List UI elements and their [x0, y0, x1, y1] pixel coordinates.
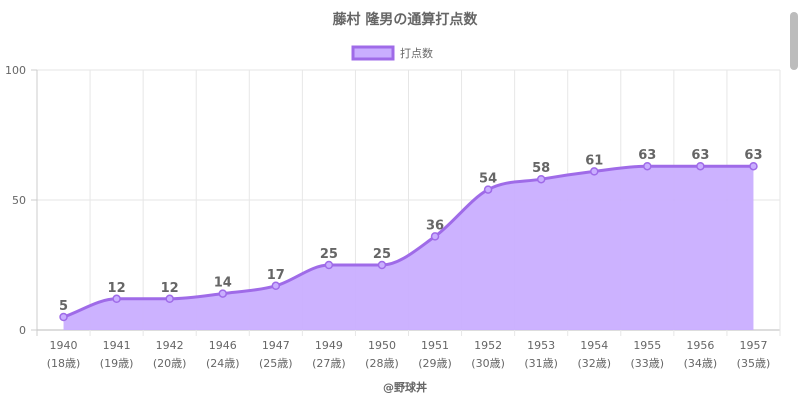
x-tick-label: 1951 — [421, 339, 449, 352]
footer-credit: @野球丼 — [383, 380, 427, 394]
x-tick-label: 1957 — [739, 339, 767, 352]
data-label: 63 — [744, 148, 762, 163]
legend[interactable]: 打点数 — [351, 45, 433, 61]
data-point[interactable] — [165, 294, 174, 304]
x-tick-label: 1954 — [580, 339, 608, 352]
data-point[interactable] — [112, 294, 121, 304]
x-tick-sublabel: (33歳) — [631, 357, 665, 370]
y-tick-label: 50 — [12, 194, 26, 207]
data-point[interactable] — [696, 161, 705, 171]
x-tick-label: 1941 — [103, 339, 131, 352]
data-label: 63 — [638, 148, 656, 163]
data-point[interactable] — [218, 289, 227, 298]
x-tick-sublabel: (32歳) — [577, 357, 611, 370]
data-label: 12 — [108, 281, 126, 296]
data-label: 25 — [320, 247, 338, 262]
data-point[interactable] — [271, 281, 281, 291]
y-axis: 0 50 100 — [5, 64, 37, 337]
x-tick-label: 1950 — [368, 339, 396, 352]
x-tick-sublabel: (29歳) — [418, 357, 452, 370]
data-label: 58 — [532, 161, 550, 176]
x-tick-sublabel: (18歳) — [47, 357, 81, 370]
series-area — [63, 166, 754, 330]
data-label: 61 — [585, 153, 603, 168]
data-label: 54 — [479, 172, 497, 187]
y-tick-label: 100 — [5, 64, 26, 77]
x-tick-label: 1955 — [633, 339, 661, 352]
x-tick-label: 1953 — [527, 339, 555, 352]
legend-swatch — [351, 45, 395, 61]
x-tick-sublabel: (20歳) — [153, 357, 187, 370]
y-tick-label: 0 — [19, 324, 26, 337]
data-point[interactable] — [590, 167, 599, 176]
data-label: 12 — [161, 281, 179, 296]
x-axis: 1940 (18歳) 1941 (19歳) 1942 (20歳) 1946 (24歳) 1947… — [47, 339, 771, 370]
data-points — [59, 161, 758, 322]
x-tick-label: 1947 — [262, 339, 290, 352]
x-tick-sublabel: (27歳) — [312, 357, 346, 370]
data-label: 36 — [426, 218, 444, 233]
data-point[interactable] — [324, 260, 334, 270]
x-tick-sublabel: (35歳) — [737, 357, 771, 370]
x-tick-label: 1946 — [209, 339, 237, 352]
x-tick-label: 1956 — [686, 339, 714, 352]
x-tick-label: 1942 — [156, 339, 184, 352]
data-point[interactable] — [430, 232, 440, 241]
data-label: 63 — [691, 148, 709, 163]
data-labels: 5 12 12 14 17 25 25 36 54 58 61 63 63 63 — [59, 148, 762, 314]
x-tick-sublabel: (25歳) — [259, 357, 293, 370]
x-tick-label: 1949 — [315, 339, 343, 352]
x-tick-sublabel: (24歳) — [206, 357, 240, 370]
data-label: 25 — [373, 247, 391, 262]
x-tick-label: 1952 — [474, 339, 502, 352]
x-tick-sublabel: (30歳) — [471, 357, 505, 370]
x-tick-label: 1940 — [50, 339, 78, 352]
x-tick-sublabel: (28歳) — [365, 357, 399, 370]
series-line — [63, 164, 754, 319]
x-tick-sublabel: (34歳) — [684, 357, 718, 370]
series — [63, 164, 754, 330]
data-point[interactable] — [749, 161, 758, 171]
x-tick-sublabel: (31歳) — [524, 357, 558, 370]
x-tick-sublabel: (19歳) — [100, 357, 134, 370]
data-label: 5 — [59, 299, 68, 314]
data-point[interactable] — [377, 260, 387, 270]
data-point[interactable] — [643, 161, 652, 171]
chart-title: 藤村 隆男の通算打点数 — [333, 11, 479, 28]
scrollbar[interactable] — [790, 12, 798, 70]
data-point[interactable] — [536, 174, 546, 184]
legend-label: 打点数 — [400, 46, 433, 60]
data-point[interactable] — [59, 312, 68, 322]
data-label: 14 — [214, 276, 232, 291]
data-point[interactable] — [483, 185, 493, 194]
data-label: 17 — [267, 268, 285, 283]
